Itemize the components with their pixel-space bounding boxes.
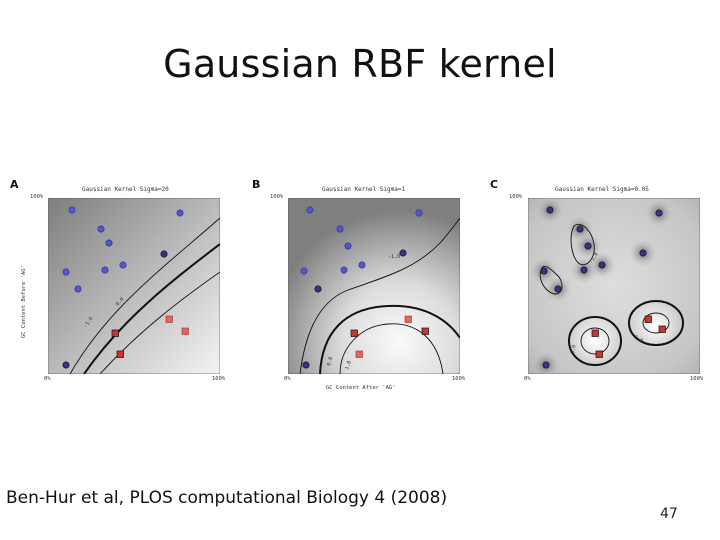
panel-c-x-tick-right: 100% — [690, 376, 704, 382]
panel-b-contour-label-1: -1.0 — [388, 254, 400, 260]
panel-c-support-vector-negative — [584, 242, 592, 250]
panel-c-x-tick-left: 0% — [524, 376, 531, 382]
panel-c-contour-negative-2 — [539, 265, 563, 295]
panel-b-point-positive — [404, 315, 412, 323]
panel-a-background — [48, 198, 220, 374]
panel-b-point-negative — [415, 209, 423, 217]
panel-b-support-vector-negative — [314, 285, 322, 293]
panel-c-support-vector-negative — [546, 206, 554, 214]
panel-b-point-negative — [336, 225, 344, 233]
panel-a-plot: -1.0 0.0 — [48, 198, 220, 374]
page-number: 47 — [660, 506, 678, 522]
panel-a-x-tick-left: 0% — [44, 376, 51, 382]
panel-b-contour-zero — [319, 304, 460, 374]
panel-a-support-vector-positive — [111, 329, 119, 337]
panel-b-contour-minus1 — [299, 217, 460, 374]
panel-c-support-vector-positive — [591, 329, 599, 337]
panel-c-support-vector-negative — [554, 285, 562, 293]
panel-c-support-vector-negative — [540, 267, 548, 275]
panel-a-point-negative — [74, 285, 82, 293]
panel-a-y-tick-top: 100% — [30, 194, 44, 200]
panel-a-point-positive — [181, 327, 189, 335]
panel-a-point-negative — [119, 261, 127, 269]
panel-a-support-vector-negative — [160, 250, 168, 258]
panel-c-y-tick-top: 100% — [509, 194, 523, 200]
panel-a-contour-label-2: 0.0 — [115, 297, 125, 308]
panel-b-support-vector-positive — [350, 329, 358, 337]
panel-c-support-vector-negative — [598, 261, 606, 269]
panel-c-support-vector-negative — [639, 249, 647, 257]
panel-b-y-tick-top: 100% — [270, 194, 284, 200]
panel-b-contour-label-2: 0.0 — [326, 356, 334, 366]
panel-b-point-positive — [355, 350, 363, 358]
panel-a-contour-label-1: -1.0 — [83, 316, 95, 329]
panel-b-xlabel: GC Content After 'AG' — [326, 385, 396, 391]
panel-c-support-vector-positive — [644, 315, 652, 323]
panel-b-x-tick-left: 0% — [284, 376, 291, 382]
panel-b-x-tick-right: 100% — [452, 376, 466, 382]
panel-c-support-vector-negative — [576, 225, 584, 233]
panel-c-support-vector-negative — [542, 361, 550, 369]
panel-letter-b: B — [252, 178, 261, 191]
panel-c-contour-label-1: -1.0 — [589, 252, 600, 265]
panel-a-support-vector-positive — [116, 350, 124, 358]
panel-c-plot: -1.0 0.0 0.0 — [528, 198, 700, 374]
citation: Ben-Hur et al, PLOS computational Biolog… — [6, 488, 448, 508]
panel-a-point-positive — [165, 315, 173, 323]
panel-b-point-negative — [300, 267, 308, 275]
panel-a-support-vector-negative — [62, 361, 70, 369]
panel-c-support-vector-positive — [658, 325, 666, 333]
panel-a-title: Gaussian Kernel Sigma=20 — [82, 186, 169, 193]
panel-a-point-negative — [68, 206, 76, 214]
panel-letter-c: C — [490, 178, 499, 191]
panel-b-point-negative — [340, 266, 348, 274]
panel-a-ylabel: GC Content Before 'AG' — [21, 265, 27, 338]
panel-a-point-negative — [97, 225, 105, 233]
panel-a-contour-minus1 — [69, 217, 220, 374]
panel-b-point-negative — [358, 261, 366, 269]
panel-a-point-negative — [62, 268, 70, 276]
panel-c-support-vector-negative — [580, 266, 588, 274]
panel-c-support-vector-positive — [595, 350, 603, 358]
panel-b-point-negative — [344, 242, 352, 250]
panel-letter-a: A — [10, 178, 19, 191]
panel-a-point-negative — [105, 239, 113, 247]
panel-c-contour-zero-2 — [628, 300, 684, 346]
panel-a-point-negative — [176, 209, 184, 217]
panel-a-contour-plus1 — [99, 271, 220, 374]
panel-b-contour-plus1 — [339, 323, 444, 374]
panel-c-contour-zero-1 — [568, 316, 622, 366]
panel-c-title: Gaussian Kernel Sigma=0.05 — [555, 186, 649, 193]
panel-a-point-negative — [101, 266, 109, 274]
panel-b-support-vector-negative — [302, 361, 310, 369]
panel-b-title: Gaussian Kernel Sigma=1 — [322, 186, 406, 193]
panel-b-contour-label-3: 1.0 — [344, 360, 353, 371]
panel-c-contour-plus1-1 — [580, 327, 610, 355]
panel-a-contour-zero — [83, 243, 220, 374]
panel-c-support-vector-negative — [655, 209, 663, 217]
panel-b-plot: -1.0 0.0 1.0 — [288, 198, 460, 374]
panel-b-support-vector-positive — [421, 327, 429, 335]
panel-c-contour-plus1-2 — [642, 312, 670, 334]
panel-c-contour-label-2: 0.0 — [570, 344, 577, 354]
panel-b-point-negative — [306, 206, 314, 214]
panel-b-support-vector-negative — [399, 249, 407, 257]
slide-title: Gaussian RBF kernel — [163, 42, 557, 86]
panel-c-contour-negative-1 — [570, 224, 595, 266]
panel-c-contour-label-3: 0.0 — [633, 335, 644, 345]
panel-a-x-tick-right: 100% — [212, 376, 226, 382]
